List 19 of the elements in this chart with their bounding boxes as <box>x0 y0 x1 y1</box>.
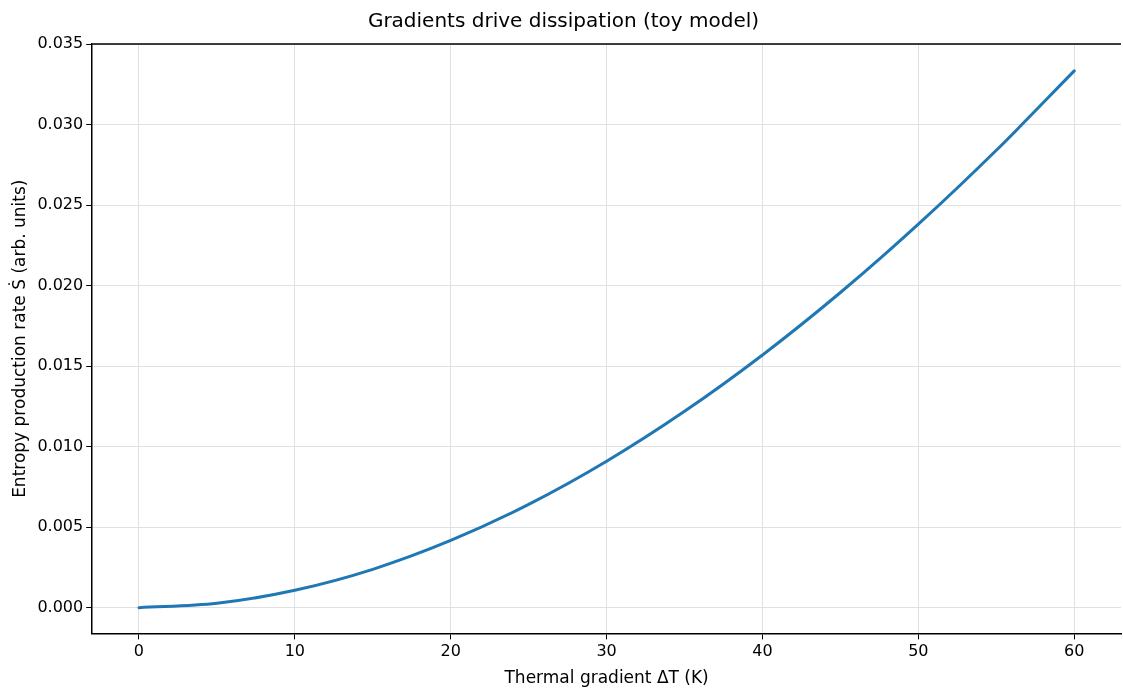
x-tick-label: 60 <box>1064 641 1085 661</box>
y-tick-label: 0.030 <box>37 113 84 133</box>
x-tick-label: 0 <box>133 641 145 661</box>
line-series <box>137 69 1076 610</box>
x-tick-label: 10 <box>284 641 306 661</box>
y-tick-label: 0.035 <box>37 33 84 53</box>
chart-title: Gradients drive dissipation (toy model) <box>367 8 760 33</box>
x-tick-label: 50 <box>908 641 929 661</box>
y-tick-label: 0.025 <box>37 194 84 214</box>
x-tick-label: 40 <box>752 641 773 661</box>
y-tick-label: 0.005 <box>37 516 84 536</box>
x-tick-label: 20 <box>440 641 461 661</box>
y-tick-label: 0.020 <box>37 274 84 294</box>
x-tick-label: 30 <box>596 641 617 661</box>
x-axis-title: Thermal gradient ΔT (K) <box>503 667 709 688</box>
y-tick-label: 0.015 <box>37 355 84 375</box>
y-axis-title: Entropy production rate Ṡ (arb. units) <box>7 179 29 498</box>
y-tick-label: 0.000 <box>37 596 84 616</box>
y-tick-label: 0.010 <box>37 435 84 455</box>
